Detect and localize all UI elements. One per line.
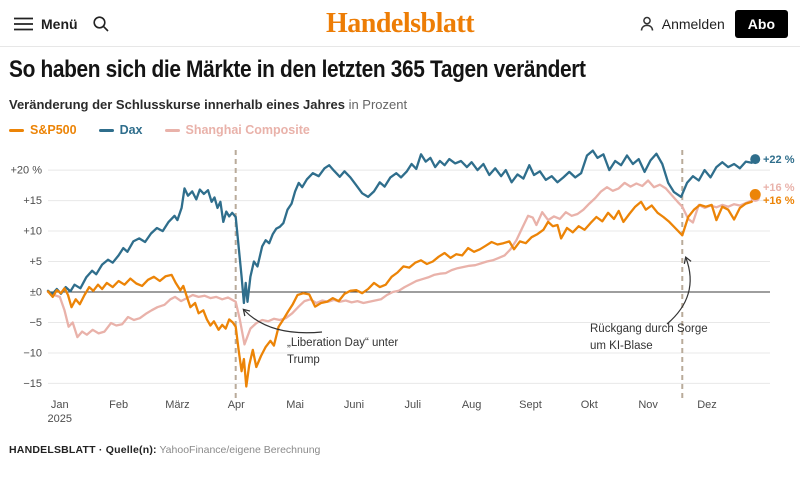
hamburger-icon — [14, 17, 33, 30]
source-label: HANDELSBLATT · Quelle(n): — [9, 444, 157, 456]
chart-subtitle: Veränderung der Schlusskurse innerhalb e… — [9, 97, 407, 112]
market-chart: +20 % +15 +10 +5 ±0 −5 −10 −15 Jan 2025 Feb März Apr… — [11, 149, 795, 425]
x-tick-label: Dez — [697, 399, 717, 411]
x-tick-label: Nov — [638, 399, 658, 411]
source-line: HANDELSBLATT · Quelle(n): YahooFinance/e… — [9, 444, 320, 456]
x-tick-label: Juli — [405, 399, 422, 411]
annotation-text: Trump — [287, 354, 320, 366]
y-tick-label: +20 % — [11, 165, 43, 177]
annotation-text: um KI-Blase — [590, 340, 653, 352]
y-tick-label: +5 — [29, 256, 42, 268]
x-tick-sublabel: 2025 — [48, 413, 72, 425]
x-tick-label: Feb — [109, 399, 128, 411]
legend-label: Dax — [119, 123, 143, 137]
x-tick-label: Jan — [51, 399, 69, 411]
chart-legend: S&P500 Dax Shanghai Composite — [9, 123, 310, 137]
series-s-p500 — [46, 193, 757, 388]
annotation-text: „Liberation Day“ unter — [287, 337, 398, 349]
y-tick-label: −5 — [29, 317, 42, 329]
x-tick-label: Juni — [344, 399, 364, 411]
menu-button[interactable]: Menü — [14, 16, 78, 32]
x-tick-label: Sept — [519, 399, 542, 411]
y-tick-label: −10 — [23, 347, 42, 359]
x-tick-label: Aug — [462, 399, 482, 411]
annotation-arrow — [666, 256, 692, 325]
x-tick-label: März — [165, 399, 189, 411]
legend-item-series-shanghai-composite: Shanghai Composite — [164, 123, 310, 137]
series-dax-end-label: +22 % — [763, 154, 795, 166]
series-shanghai-composite — [46, 179, 757, 346]
series-dax-end-dot — [750, 154, 761, 165]
annotation-arrow — [242, 308, 323, 334]
handelsblatt-logo[interactable]: Handelsblatt — [325, 8, 475, 39]
legend-item-series-dax: Dax — [98, 123, 143, 137]
subscribe-button[interactable]: Abo — [734, 9, 788, 38]
legend-dash-icon — [9, 128, 24, 132]
x-tick-label: Okt — [581, 399, 598, 411]
y-tick-label: ±0 — [30, 287, 42, 299]
series-dax — [46, 149, 757, 305]
y-tick-label: −15 — [23, 378, 42, 390]
subtitle-unit: in Prozent — [344, 97, 408, 112]
legend-item-series-s-p500: S&P500 — [9, 123, 77, 137]
source-value: YahooFinance/eigene Berechnung — [156, 444, 321, 456]
login-button[interactable]: Anmelden — [638, 15, 725, 33]
x-tick-label: Apr — [228, 399, 245, 411]
legend-dash-icon — [164, 128, 180, 132]
search-icon[interactable] — [92, 15, 110, 33]
legend-label: S&P500 — [30, 123, 77, 137]
user-icon — [640, 16, 653, 31]
login-label: Anmelden — [661, 15, 725, 32]
series-s-p500-end-label: +16 % — [763, 195, 795, 207]
legend-label: Shanghai Composite — [185, 123, 310, 137]
legend-dash-icon — [98, 128, 114, 132]
site-header: Menü Handelsblatt Anmelden Abo — [0, 0, 800, 47]
menu-label: Menü — [41, 15, 78, 32]
y-tick-label: +10 — [23, 226, 42, 238]
annotation-text: Rückgang durch Sorge — [590, 323, 708, 335]
y-tick-label: +15 — [23, 195, 42, 207]
series-s-p500-end-dot — [749, 188, 761, 200]
page-title: So haben sich die Märkte in den letzten … — [9, 56, 586, 83]
series-shanghai-composite-end-label: +16 % — [763, 182, 795, 194]
x-tick-label: Mai — [286, 399, 304, 411]
subtitle-bold: Veränderung der Schlusskurse innerhalb e… — [9, 97, 345, 112]
